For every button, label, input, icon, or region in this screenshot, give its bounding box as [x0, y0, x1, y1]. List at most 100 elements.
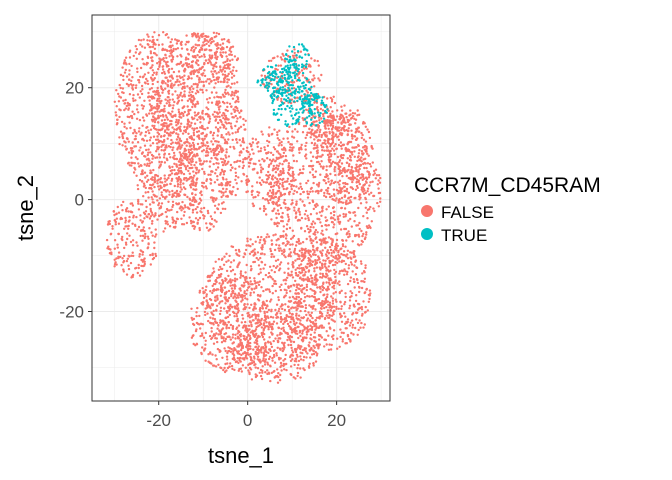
scatter-point	[317, 160, 320, 164]
scatter-point	[200, 48, 204, 51]
scatter-point	[233, 82, 236, 85]
scatter-point	[301, 330, 304, 333]
scatter-point	[160, 160, 163, 164]
scatter-point	[324, 246, 327, 249]
scatter-point	[163, 104, 166, 108]
scatter-point	[260, 377, 264, 381]
scatter-point	[261, 248, 264, 251]
scatter-point	[233, 94, 236, 97]
scatter-point	[317, 183, 320, 187]
scatter-point	[303, 213, 307, 216]
scatter-point	[175, 157, 178, 161]
scatter-point	[232, 352, 235, 355]
scatter-point	[146, 153, 149, 157]
scatter-point	[226, 105, 229, 109]
scatter-point	[210, 196, 213, 199]
scatter-point	[336, 337, 339, 340]
scatter-point	[363, 323, 366, 326]
scatter-point	[290, 273, 293, 277]
scatter-point	[169, 156, 172, 159]
scatter-point	[173, 128, 176, 131]
scatter-point	[156, 138, 160, 141]
scatter-point	[134, 224, 137, 228]
scatter-point	[160, 213, 163, 216]
scatter-point	[228, 133, 231, 136]
scatter-point	[360, 321, 363, 325]
scatter-point	[228, 254, 231, 258]
scatter-point	[141, 88, 144, 91]
scatter-point	[158, 153, 161, 156]
scatter-point	[158, 207, 161, 210]
scatter-point	[288, 248, 291, 251]
scatter-point	[273, 270, 276, 274]
scatter-point	[311, 289, 314, 292]
scatter-point	[338, 160, 341, 164]
scatter-point	[287, 305, 290, 308]
scatter-point	[308, 264, 311, 268]
scatter-point	[300, 267, 303, 270]
scatter-point	[148, 99, 151, 102]
scatter-point	[170, 67, 174, 71]
scatter-point	[215, 304, 219, 307]
scatter-point	[131, 222, 134, 225]
scatter-point	[263, 360, 266, 363]
scatter-point	[192, 196, 195, 200]
scatter-point	[261, 307, 264, 310]
scatter-point	[304, 327, 307, 330]
scatter-point	[150, 222, 154, 225]
scatter-point	[165, 144, 168, 147]
scatter-point	[252, 291, 256, 294]
scatter-point	[205, 42, 208, 46]
scatter-point	[170, 138, 173, 142]
scatter-point	[344, 181, 347, 185]
scatter-point	[226, 101, 229, 105]
scatter-point	[361, 133, 364, 137]
scatter-point	[302, 274, 305, 277]
scatter-point	[277, 164, 280, 168]
scatter-point	[164, 76, 167, 79]
scatter-point	[371, 161, 374, 164]
scatter-point	[234, 174, 238, 178]
scatter-point	[323, 239, 326, 242]
scatter-point	[254, 281, 258, 284]
scatter-point	[312, 352, 316, 356]
scatter-point	[287, 343, 290, 347]
scatter-point	[140, 250, 143, 253]
scatter-point	[264, 358, 268, 361]
scatter-point	[284, 282, 287, 285]
scatter-point	[234, 105, 238, 109]
scatter-point	[233, 348, 236, 352]
scatter-point	[211, 54, 214, 57]
scatter-point	[150, 56, 153, 59]
scatter-point	[196, 83, 199, 86]
scatter-point	[190, 70, 193, 73]
scatter-point	[205, 149, 208, 152]
scatter-point	[212, 153, 216, 157]
scatter-point	[191, 211, 195, 214]
scatter-point	[286, 130, 289, 134]
scatter-point	[354, 259, 358, 262]
scatter-point	[290, 335, 294, 339]
scatter-point	[337, 217, 340, 220]
scatter-point	[308, 164, 311, 168]
scatter-point	[174, 90, 177, 93]
scatter-point	[171, 200, 175, 203]
scatter-point	[153, 177, 157, 181]
scatter-point	[332, 132, 335, 135]
scatter-point	[304, 144, 307, 148]
scatter-point	[249, 283, 253, 286]
scatter-point	[211, 143, 215, 146]
scatter-point	[347, 267, 350, 270]
scatter-point	[257, 299, 261, 302]
scatter-point	[216, 78, 220, 81]
scatter-point	[197, 63, 200, 67]
scatter-point	[226, 362, 229, 365]
scatter-point	[295, 317, 298, 320]
scatter-point	[127, 264, 130, 267]
scatter-point	[299, 182, 302, 185]
scatter-point	[239, 115, 242, 119]
scatter-point	[230, 76, 234, 79]
scatter-point	[224, 163, 227, 166]
scatter-point	[299, 376, 302, 379]
scatter-point	[348, 211, 351, 214]
